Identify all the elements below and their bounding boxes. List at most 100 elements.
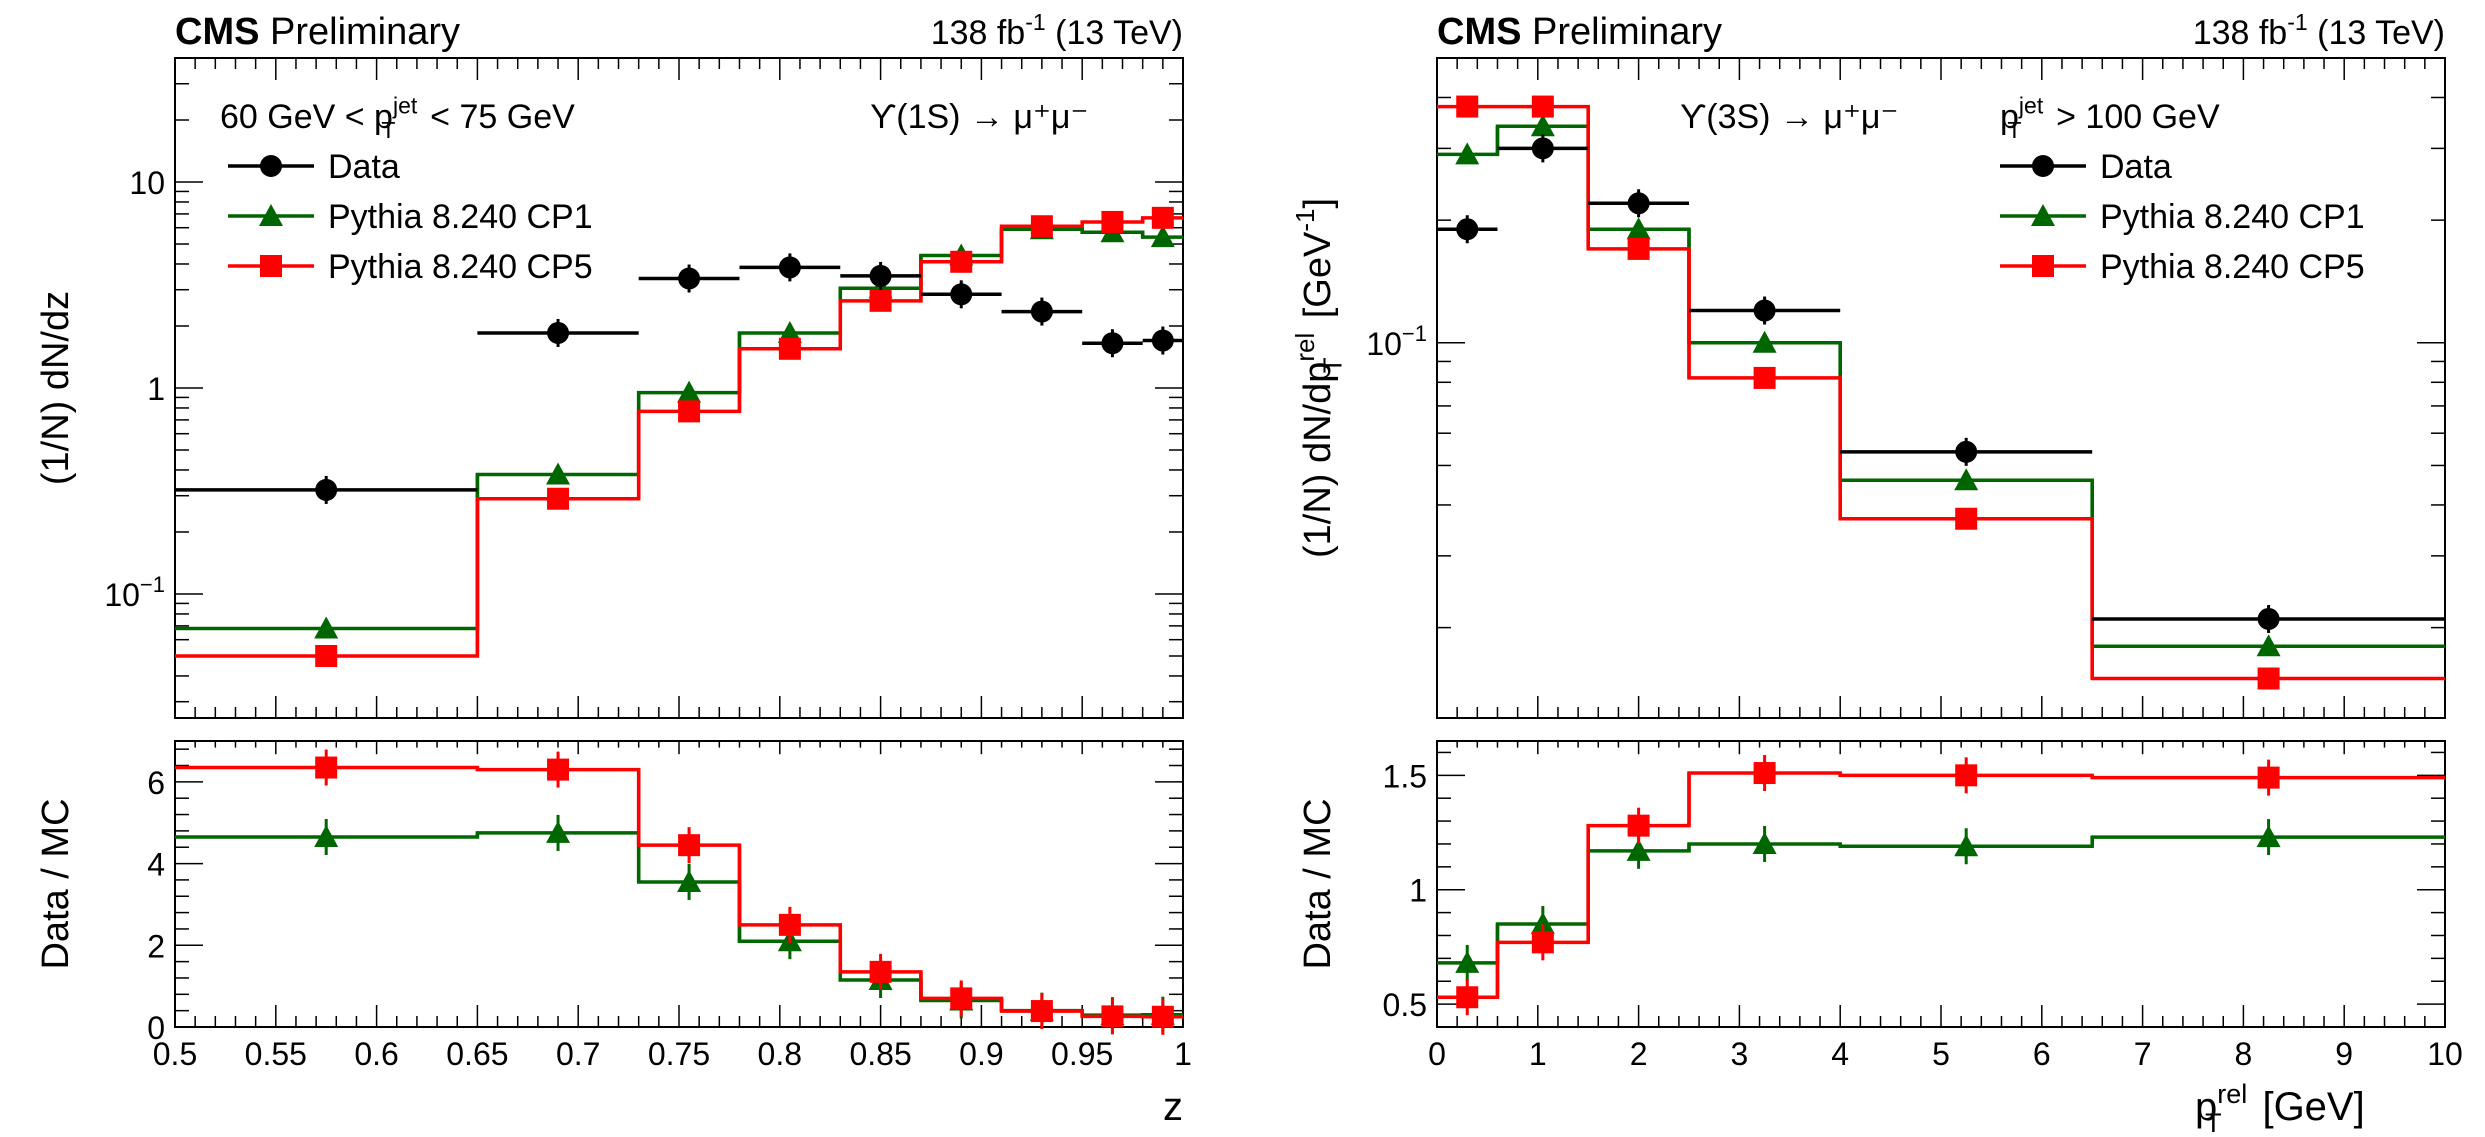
data-point	[2257, 607, 2280, 630]
mc-point	[1455, 142, 1480, 165]
y-tick-label: 10	[129, 165, 165, 201]
legend-marker	[2032, 255, 2054, 277]
x-tick-label: 6	[2033, 1036, 2051, 1072]
ratio-point	[1753, 762, 1776, 785]
ratio-point	[1030, 1000, 1053, 1023]
ratio-point	[1530, 912, 1555, 935]
mc-point	[2257, 667, 2280, 690]
ratio-y-tick-label: 0	[147, 1010, 165, 1046]
mc-point	[1531, 95, 1554, 118]
data-point	[1955, 440, 1978, 463]
mc-histogram-square	[175, 216, 1183, 658]
x-tick-label: 0.5	[153, 1036, 197, 1072]
x-tick-label: 0.75	[648, 1036, 710, 1072]
mc-point	[869, 289, 892, 312]
x-tick-label: 0.95	[1051, 1036, 1113, 1072]
ratio-point	[314, 825, 339, 848]
mc-point	[677, 380, 702, 403]
ratio-point	[1531, 931, 1554, 954]
ratio-histogram-square	[175, 765, 1183, 1019]
x-tick-label: 0.9	[959, 1036, 1003, 1072]
ratio-point	[678, 834, 701, 857]
ratio-point	[1456, 986, 1479, 1009]
ratio-point	[1626, 838, 1651, 861]
mc-point	[547, 487, 570, 510]
mc-point	[1456, 95, 1479, 118]
data-point	[1456, 218, 1479, 241]
cms-label: CMS Preliminary	[175, 11, 460, 53]
jet-pt-annotation: 60 GeV < pjet T < 75 GeV	[220, 93, 575, 143]
left-panel: CMS Preliminary 138 fb-1 (13 TeV) 0.5 0.55 0…	[35, 9, 1192, 1129]
mc-point	[1752, 330, 1777, 353]
ratio-point	[869, 960, 892, 983]
ratio-y-axis-label: Data / MC	[35, 798, 77, 969]
legend-entry: Pythia 8.240 CP1	[2100, 198, 2365, 236]
x-tick-label: 9	[2335, 1036, 2353, 1072]
ratio-point	[315, 756, 338, 779]
data-point	[1101, 332, 1124, 355]
data-point	[1151, 329, 1174, 352]
mc-point	[950, 250, 973, 273]
ratio-y-tick-label: 1.5	[1383, 758, 1427, 794]
y-tick-label: 10−1	[1366, 321, 1427, 362]
mc-point	[1753, 366, 1776, 389]
data-point	[778, 256, 801, 279]
x-axis-label: prel T [GeV]	[2195, 1079, 2365, 1137]
x-tick-label: 1	[1174, 1036, 1192, 1072]
decay-annotation: ϒ(3S) → μ⁺μ⁻	[1680, 98, 1898, 136]
data-point	[678, 267, 701, 290]
legend-entry: Pythia 8.240 CP5	[2100, 248, 2365, 286]
ratio-point	[1752, 831, 1777, 854]
x-tick-label: 2	[1630, 1036, 1648, 1072]
jet-pt-annotation: pjet T > 100 GeV	[2000, 93, 2220, 143]
mc-point	[1151, 206, 1174, 229]
mc-point	[1954, 468, 1979, 491]
ratio-point	[1954, 834, 1979, 857]
ratio-y-tick-label: 2	[147, 928, 165, 964]
data-point	[1627, 192, 1650, 215]
ratio-y-tick-label: 0.5	[1383, 987, 1427, 1023]
ratio-y-axis-label: Data / MC	[1297, 798, 1339, 969]
lumi-label: 138 fb-1 (13 TeV)	[2193, 9, 2445, 52]
ratio-point	[2257, 766, 2280, 789]
x-tick-label: 0.55	[245, 1036, 307, 1072]
mc-point	[1955, 507, 1978, 530]
ratio-point	[1101, 1005, 1124, 1028]
legend-marker	[2031, 204, 2055, 226]
x-tick-label: 4	[1831, 1036, 1849, 1072]
x-tick-label: 5	[1932, 1036, 1950, 1072]
legend-entry: Pythia 8.240 CP5	[328, 248, 593, 286]
x-tick-label: 0.65	[446, 1036, 508, 1072]
ratio-y-tick-label: 4	[147, 847, 165, 883]
mc-point	[546, 462, 571, 485]
mc-point	[1101, 210, 1124, 233]
legend-marker	[2032, 155, 2054, 177]
mc-point	[1150, 225, 1175, 248]
x-tick-label: 3	[1731, 1036, 1749, 1072]
mc-point	[777, 320, 802, 343]
ratio-point	[547, 758, 570, 781]
data-point	[1753, 299, 1776, 322]
ratio-y-tick-label: 6	[147, 765, 165, 801]
ratio-point	[1151, 1005, 1174, 1028]
data-point	[315, 478, 338, 501]
ratio-point	[1955, 764, 1978, 787]
y-axis-label: (1/N) dN/dprelT [GeV-1]	[1290, 198, 1347, 558]
mc-point	[1626, 217, 1651, 240]
legend-marker	[260, 155, 282, 177]
mc-point	[2256, 634, 2281, 657]
data-point	[950, 283, 973, 306]
cms-label: CMS Preliminary	[1437, 11, 1722, 53]
x-tick-label: 0.85	[849, 1036, 911, 1072]
right-panel: CMS Preliminary 138 fb-1 (13 TeV) 0 1 2 3 4 5 6 7…	[1290, 9, 2463, 1137]
x-axis-label: z	[1163, 1085, 1183, 1129]
legend-marker	[260, 255, 282, 277]
legend-entry: Data	[328, 148, 400, 186]
ratio-point	[1455, 950, 1480, 973]
x-tick-label: 1	[1529, 1036, 1547, 1072]
ratio-point	[950, 987, 973, 1010]
mc-point	[1530, 114, 1555, 137]
ratio-point	[2256, 825, 2281, 848]
legend-marker	[259, 204, 283, 226]
